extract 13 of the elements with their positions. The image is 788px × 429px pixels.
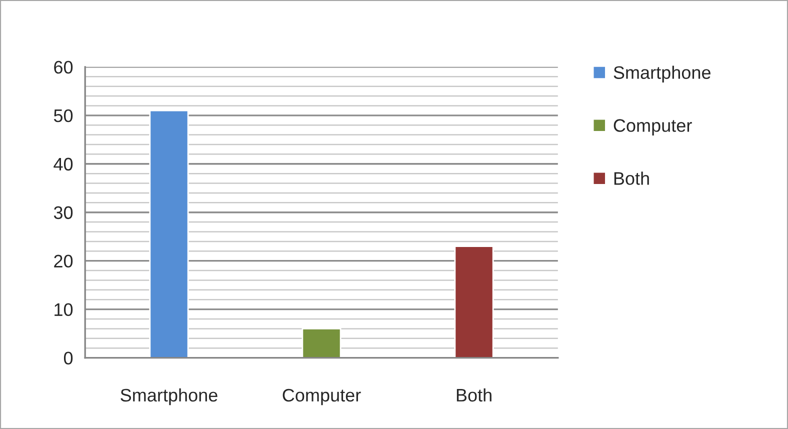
y-tick-label: 60 bbox=[54, 60, 73, 74]
legend-label: Smartphone bbox=[614, 66, 710, 83]
y-tick-label: 30 bbox=[54, 206, 73, 220]
y-tick-label: 0 bbox=[64, 352, 73, 365]
legend-label: Computer bbox=[614, 119, 692, 136]
x-tick-label: Smartphone bbox=[120, 388, 218, 406]
y-tick-label: 10 bbox=[54, 303, 73, 316]
x-tick-label: Computer bbox=[282, 388, 361, 406]
x-tick-label: Both bbox=[456, 388, 492, 402]
y-tick-label: 20 bbox=[54, 254, 73, 268]
y-tick-label: 40 bbox=[54, 158, 73, 171]
legend-label: Both bbox=[614, 172, 649, 185]
y-tick-label: 50 bbox=[54, 109, 73, 122]
